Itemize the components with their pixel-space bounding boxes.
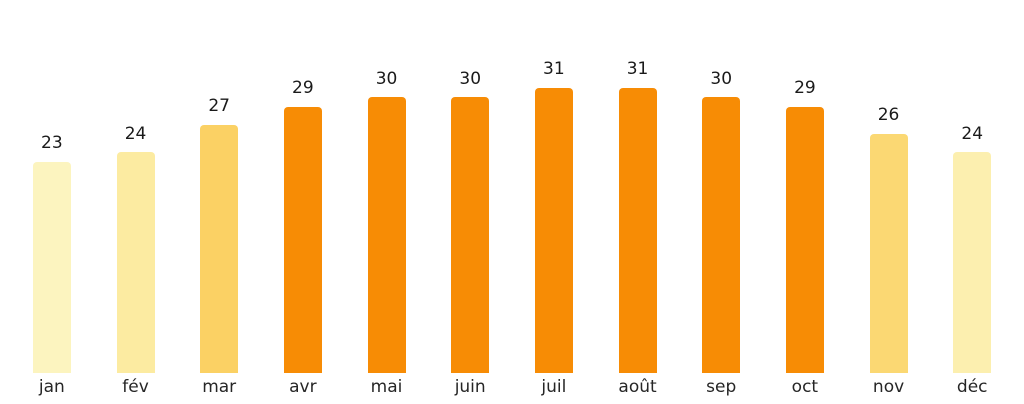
bar-column: 23 jan	[10, 0, 94, 404]
bar-value-label: 29	[292, 77, 314, 98]
x-axis-label: oct	[791, 377, 819, 397]
bar-column: 30 juin	[428, 0, 512, 404]
bar	[869, 134, 908, 373]
bar-column: 30 sep	[679, 0, 763, 404]
bar-value-label: 27	[208, 96, 230, 117]
x-axis-label: mai	[370, 377, 403, 397]
bar	[534, 88, 573, 373]
bar-column: 29 oct	[763, 0, 847, 404]
bar-column: 27 mar	[177, 0, 261, 404]
bar-column: 31 août	[596, 0, 680, 404]
bar-column: 30 mai	[345, 0, 429, 404]
bar	[618, 88, 657, 373]
bar-value-label: 30	[459, 68, 482, 89]
bar-column: 29 avr	[261, 0, 345, 404]
bar	[32, 161, 71, 373]
bar	[283, 106, 322, 373]
bar-column: 26 nov	[847, 0, 931, 404]
bar-value-label: 30	[375, 68, 398, 89]
bar-value-label: 24	[124, 123, 147, 144]
x-axis-label: déc	[956, 377, 988, 397]
x-axis-label: nov	[872, 377, 905, 397]
bar	[785, 106, 824, 373]
bar-value-label: 31	[626, 59, 649, 80]
bar	[702, 97, 741, 373]
bar	[200, 124, 239, 373]
x-axis-label: août	[618, 377, 657, 397]
x-axis-label: mar	[202, 377, 237, 397]
bar-value-label: 31	[543, 59, 565, 80]
x-axis-label: fév	[122, 377, 149, 397]
x-axis-label: avr	[289, 377, 317, 397]
bar	[953, 152, 992, 373]
bar	[451, 97, 490, 373]
bar	[116, 152, 155, 373]
x-axis-label: sep	[706, 377, 737, 397]
bar-column: 31 juil	[512, 0, 596, 404]
x-axis-label: juil	[541, 377, 567, 397]
bar-value-label: 23	[41, 132, 63, 153]
x-axis-label: juin	[454, 377, 486, 397]
bar-value-label: 30	[710, 68, 733, 89]
bar-value-label: 24	[961, 123, 984, 144]
bar-column: 24 déc	[930, 0, 1014, 404]
x-axis-label: jan	[38, 377, 65, 397]
bar-value-label: 29	[794, 77, 816, 98]
bar-column: 24 fév	[94, 0, 178, 404]
bar-value-label: 26	[877, 105, 900, 126]
bar	[367, 97, 406, 373]
